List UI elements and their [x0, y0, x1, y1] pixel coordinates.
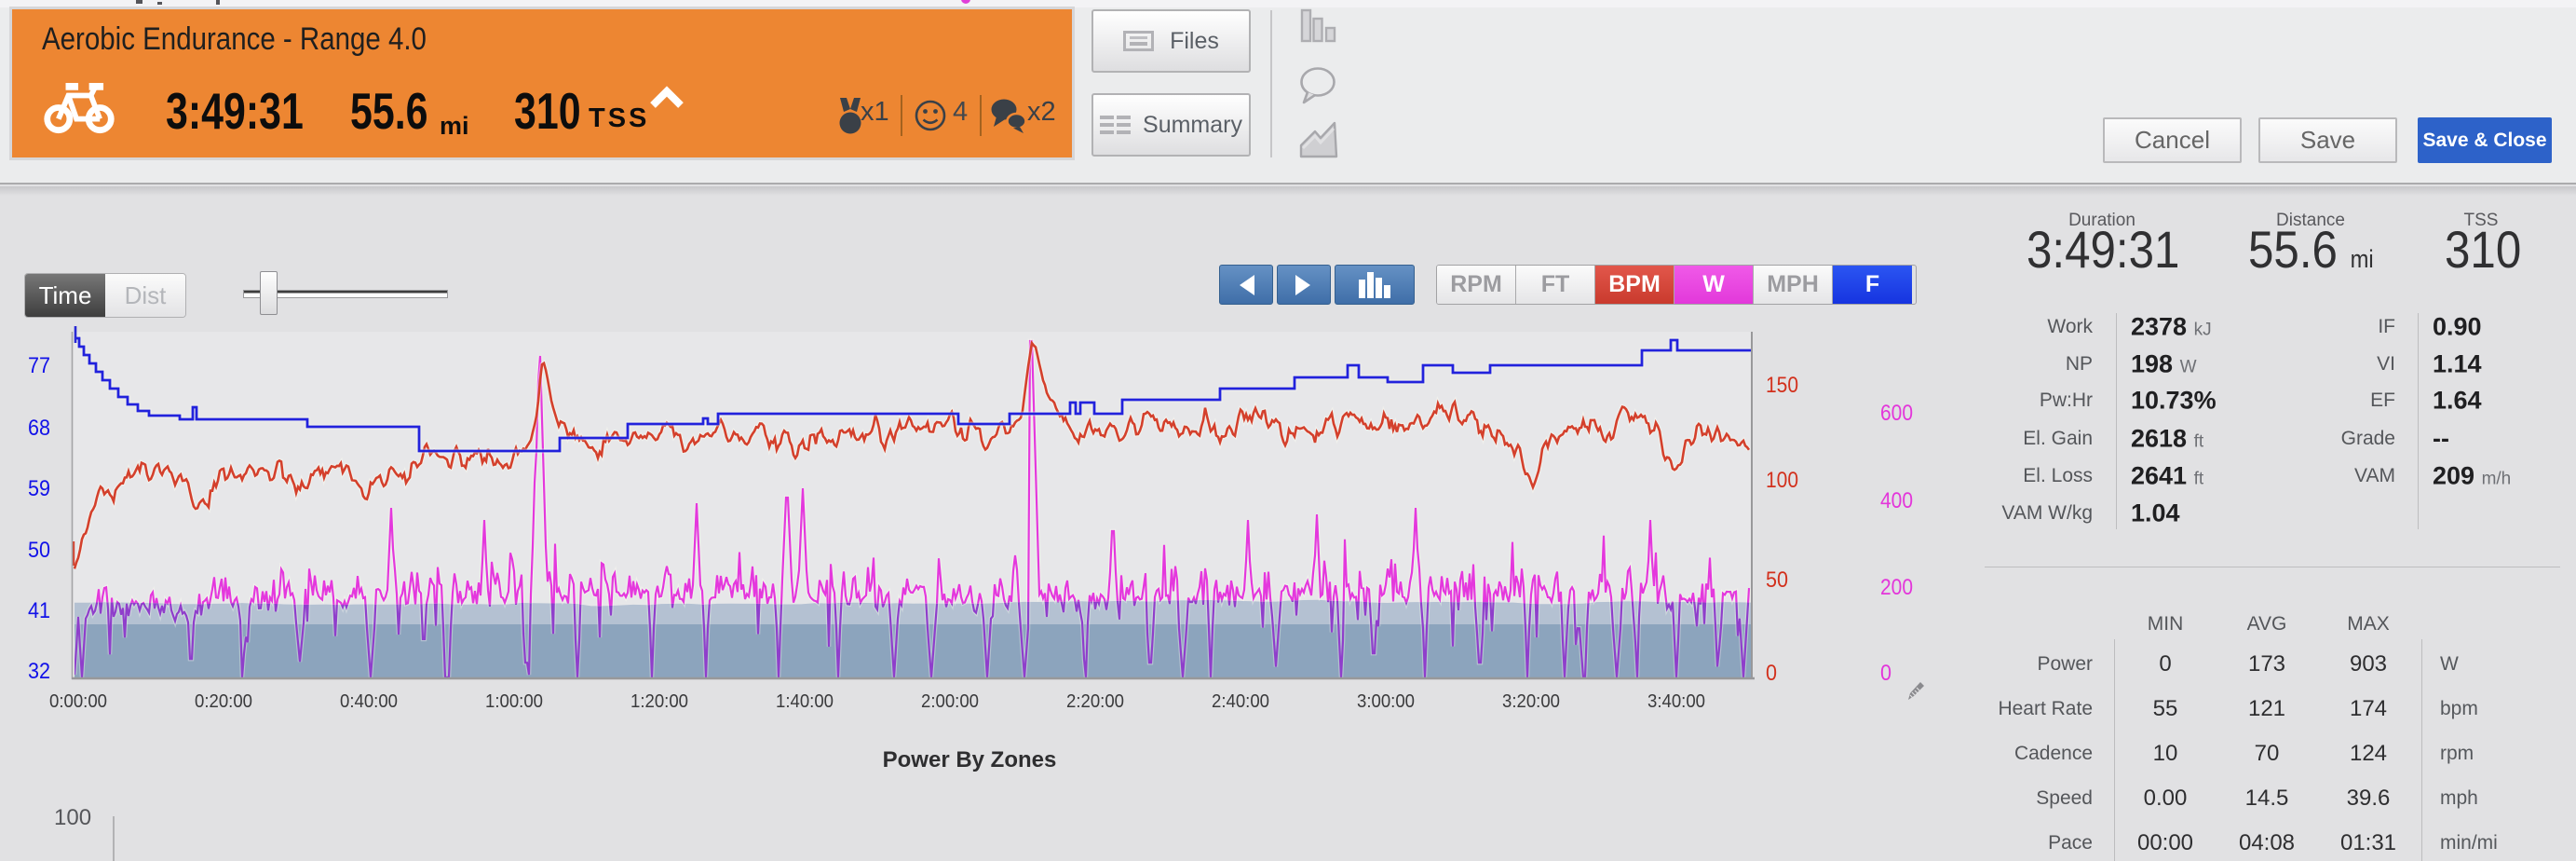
svg-text:0:40:00: 0:40:00	[340, 691, 398, 712]
svg-text:2:00:00: 2:00:00	[921, 691, 979, 712]
svg-text:1:20:00: 1:20:00	[630, 691, 688, 712]
svg-text:68: 68	[28, 416, 50, 441]
svg-text:200: 200	[1880, 575, 1913, 600]
svg-text:400: 400	[1880, 488, 1913, 513]
svg-text:2:40:00: 2:40:00	[1212, 691, 1269, 712]
svg-text:1:00:00: 1:00:00	[485, 691, 543, 712]
svg-text:0: 0	[1880, 661, 1891, 686]
svg-text:32: 32	[28, 659, 50, 684]
svg-text:0: 0	[1766, 661, 1777, 686]
svg-text:3:40:00: 3:40:00	[1647, 691, 1705, 712]
svg-text:50: 50	[1766, 567, 1788, 593]
svg-text:150: 150	[1766, 373, 1798, 398]
svg-text:3:00:00: 3:00:00	[1357, 691, 1415, 712]
svg-text:50: 50	[28, 538, 50, 563]
svg-text:3:20:00: 3:20:00	[1502, 691, 1560, 712]
svg-text:100: 100	[1766, 468, 1798, 493]
svg-text:2:20:00: 2:20:00	[1066, 691, 1124, 712]
svg-text:41: 41	[28, 598, 50, 623]
svg-text:600: 600	[1880, 401, 1913, 426]
svg-text:77: 77	[28, 353, 50, 378]
svg-text:0:00:00: 0:00:00	[49, 691, 107, 712]
svg-text:59: 59	[28, 476, 50, 501]
svg-text:0:20:00: 0:20:00	[195, 691, 252, 712]
svg-text:1:40:00: 1:40:00	[776, 691, 834, 712]
